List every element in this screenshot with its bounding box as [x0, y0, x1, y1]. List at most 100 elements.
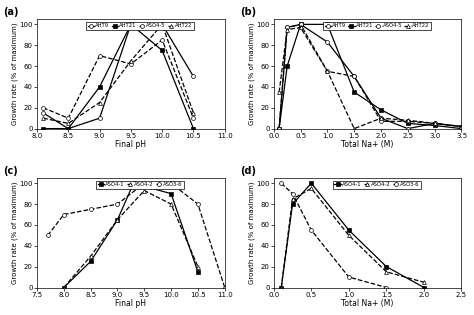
ASO4-5 [97, 54, 102, 58]
Line: ASO4-2: ASO4-2 [279, 186, 426, 289]
ASO4-1 [383, 265, 389, 269]
Legend: ASO4-1, ASO4-2, ASO3-6: ASO4-1, ASO4-2, ASO3-6 [333, 181, 421, 189]
AHT9 [351, 75, 357, 78]
ASO4-1 [61, 286, 67, 289]
AHT21 [40, 127, 46, 130]
Y-axis label: Growth rate (% of maximum): Growth rate (% of maximum) [11, 181, 18, 284]
AHT22 [351, 127, 357, 130]
Line: AHT9: AHT9 [41, 22, 195, 130]
AHT22 [378, 116, 384, 120]
Line: ASO4-5: ASO4-5 [41, 38, 195, 120]
AHT21 [97, 85, 102, 89]
AHT21 [191, 127, 196, 130]
ASO4-2 [61, 286, 67, 289]
AHT9 [432, 122, 438, 125]
AHT9 [276, 127, 282, 130]
AHT9 [191, 75, 196, 78]
ASO3-6 [195, 202, 201, 206]
X-axis label: Final pH: Final pH [115, 299, 146, 308]
AHT9 [378, 116, 384, 120]
Line: ASO3-6: ASO3-6 [46, 181, 227, 289]
X-axis label: Total Na+ (M): Total Na+ (M) [341, 299, 394, 308]
Line: ASO3-6: ASO3-6 [279, 181, 388, 289]
Text: (a): (a) [3, 7, 18, 17]
AHT22 [276, 90, 282, 94]
AHT9 [128, 22, 134, 26]
Line: AHT9: AHT9 [277, 22, 464, 130]
Text: (d): (d) [240, 166, 256, 176]
AHT21 [351, 90, 357, 94]
AHT22 [432, 122, 438, 125]
AHT21 [276, 127, 282, 130]
ASO4-2 [290, 197, 295, 201]
AHT22 [405, 118, 410, 122]
AHT21 [159, 49, 165, 52]
Y-axis label: Growth rate (% of maximum): Growth rate (% of maximum) [11, 23, 18, 125]
ASO4-2 [421, 280, 427, 284]
ASO4-1 [346, 228, 352, 232]
ASO3-6 [45, 233, 51, 237]
AHT22 [325, 69, 330, 73]
AHT21 [298, 22, 303, 26]
ASO4-5 [298, 22, 303, 26]
AHT9 [159, 22, 165, 26]
ASO3-6 [346, 275, 352, 279]
X-axis label: Total Na+ (M): Total Na+ (M) [341, 140, 394, 149]
AHT22 [459, 125, 465, 129]
Legend: AHT9, AHT21, ASO4-5, AHT22: AHT9, AHT21, ASO4-5, AHT22 [86, 22, 194, 30]
ASO3-6 [88, 207, 93, 211]
Y-axis label: Growth rate (% of maximum): Growth rate (% of maximum) [248, 23, 255, 125]
ASO3-6 [278, 181, 284, 185]
Line: AHT22: AHT22 [277, 26, 464, 130]
ASO4-2 [309, 186, 314, 190]
AHT21 [405, 122, 410, 125]
AHT21 [378, 108, 384, 112]
ASO4-2 [141, 189, 147, 192]
Line: ASO4-2: ASO4-2 [62, 189, 200, 289]
Line: AHT21: AHT21 [277, 22, 464, 130]
ASO4-5 [159, 38, 165, 42]
ASO3-6 [309, 228, 314, 232]
AHT9 [405, 127, 410, 130]
ASO4-5 [65, 116, 71, 120]
ASO3-6 [222, 286, 228, 289]
AHT21 [284, 64, 290, 68]
Line: ASO4-1: ASO4-1 [62, 181, 200, 289]
AHT21 [65, 127, 71, 130]
ASO4-2 [383, 270, 389, 274]
ASO4-2 [195, 265, 201, 269]
ASO4-5 [284, 26, 290, 29]
Y-axis label: Growth rate (% of maximum): Growth rate (% of maximum) [248, 181, 255, 284]
ASO4-2 [168, 202, 174, 206]
AHT21 [325, 22, 330, 26]
Text: (b): (b) [240, 7, 256, 17]
ASO4-5 [276, 127, 282, 130]
ASO4-5 [432, 122, 438, 125]
ASO4-5 [351, 75, 357, 78]
ASO4-5 [325, 69, 330, 73]
ASO4-2 [115, 218, 120, 222]
Line: AHT22: AHT22 [41, 22, 195, 125]
ASO3-6 [168, 181, 174, 185]
ASO3-6 [290, 192, 295, 196]
Line: ASO4-1: ASO4-1 [279, 181, 426, 289]
ASO4-1 [290, 202, 295, 206]
ASO3-6 [61, 213, 67, 216]
AHT9 [284, 26, 290, 29]
AHT9 [298, 22, 303, 26]
ASO3-6 [115, 202, 120, 206]
AHT9 [65, 127, 71, 130]
ASO4-2 [278, 286, 284, 289]
ASO4-2 [88, 254, 93, 258]
AHT21 [459, 127, 465, 130]
AHT22 [97, 101, 102, 105]
AHT22 [128, 59, 134, 63]
Line: AHT21: AHT21 [41, 22, 195, 130]
AHT21 [432, 123, 438, 127]
ASO3-6 [383, 286, 389, 289]
X-axis label: Final pH: Final pH [115, 140, 146, 149]
ASO4-1 [168, 192, 174, 196]
ASO4-1 [309, 181, 314, 185]
ASO4-5 [405, 119, 410, 123]
ASO3-6 [141, 181, 147, 185]
